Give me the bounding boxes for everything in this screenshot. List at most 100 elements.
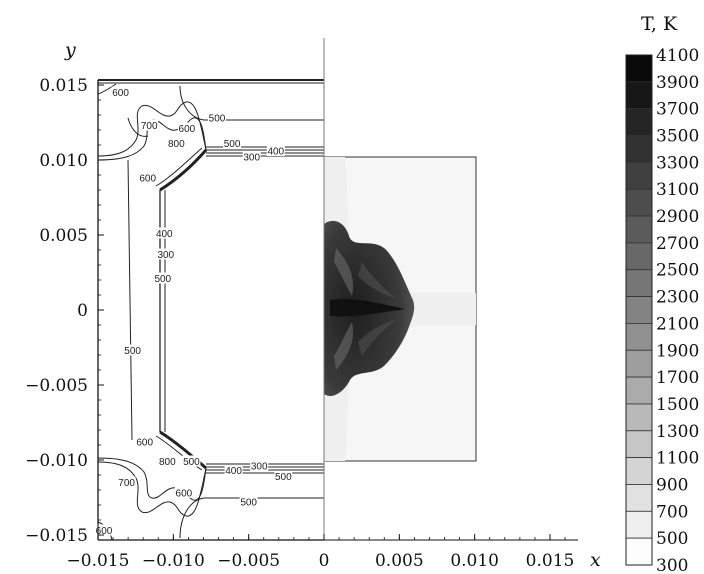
- colorbar-band: [625, 296, 653, 324]
- x-tick-label: 0.005: [375, 551, 424, 571]
- contour-label-bg: [250, 460, 269, 471]
- contour-label-bg: [153, 272, 172, 284]
- contour-label: 500: [183, 457, 200, 468]
- colorbar-label: 2100: [656, 314, 699, 334]
- contour-label: 500: [240, 498, 257, 509]
- y-tick-label: 0.015: [39, 76, 88, 96]
- colorbar-band: [625, 403, 653, 432]
- contour-label: 300: [157, 250, 174, 261]
- colorbar-label: 500: [656, 529, 688, 549]
- contour-label-bg: [239, 496, 258, 507]
- contour-label-bg: [123, 344, 142, 356]
- colorbar-label: 1500: [656, 395, 699, 415]
- y-tick-label: −0.015: [25, 526, 88, 546]
- contour-label-bg: [111, 86, 130, 98]
- hot-region-fold-lower: [334, 322, 354, 370]
- colorbar-label: 2700: [656, 234, 699, 254]
- contour-label: 600: [96, 526, 113, 537]
- colorbar-band: [625, 537, 653, 566]
- contour-label-bg: [156, 248, 175, 260]
- colorbar-label: 900: [656, 475, 688, 495]
- contour-label-bg: [242, 151, 261, 162]
- colorbar-band: [625, 188, 653, 217]
- y-ticks: 0.015 0.010 0.005 0 −0.005 −0.010 −0.015: [25, 76, 104, 546]
- colorbar-band: [625, 484, 653, 512]
- hot-region-fold-upper: [334, 248, 354, 296]
- x-tick-label: 0.010: [450, 551, 499, 571]
- contour-label: 700: [141, 121, 158, 132]
- contour-label-bg: [224, 464, 243, 476]
- contour-label: 500: [124, 346, 141, 357]
- colorbar-label: 2900: [656, 207, 699, 227]
- colorbar-band: [625, 54, 653, 83]
- y-tick-label: −0.010: [25, 451, 88, 471]
- hot-region-fold-mid-lower: [358, 320, 396, 356]
- colorbar-band: [625, 269, 653, 297]
- contour-label-bg: [223, 137, 242, 149]
- contour-label: 600: [179, 124, 196, 135]
- contour-label-bg: [95, 524, 114, 536]
- colorbar-label: 3100: [656, 180, 699, 200]
- colorbar-band: [625, 430, 653, 459]
- contour-label: 800: [159, 457, 176, 468]
- x-tick-label: 0: [319, 551, 330, 571]
- colorbar-label: 3500: [656, 127, 699, 147]
- y-tick-label: 0: [77, 301, 88, 321]
- colorbar-band: [625, 108, 653, 136]
- contour-label: 500: [154, 274, 171, 285]
- y-tick-label: −0.005: [25, 376, 88, 396]
- colorbar-frame: [625, 54, 653, 566]
- colorbar-label: 1700: [656, 368, 699, 388]
- colorbar: 4100 3900 3700 3500 3300 3100 2900 2700 2500 2300…: [625, 46, 699, 574]
- contour-label-bg: [117, 476, 136, 488]
- contour-label: 500: [275, 472, 292, 483]
- colorbar-band: [625, 81, 653, 110]
- contour-label-bg: [177, 122, 196, 134]
- colorbar-label: 1300: [656, 422, 699, 442]
- colorbar-label: 300: [656, 556, 688, 574]
- colorbar-band: [625, 161, 653, 190]
- colorbar-label: 1100: [656, 449, 699, 469]
- y-axis-label: y: [64, 39, 76, 61]
- colorbar-band: [625, 510, 653, 539]
- contour-label-bg: [155, 227, 174, 239]
- colorbar-title: T, K: [641, 13, 678, 35]
- contour-label-bg: [274, 470, 293, 482]
- contour-label-bg: [138, 172, 157, 183]
- y-tick-label: 0.010: [39, 151, 88, 171]
- colorbar-band: [625, 215, 653, 244]
- colorbar-label: 700: [656, 502, 688, 522]
- colorbar-label: 1900: [656, 341, 699, 361]
- x-tick-label: −0.015: [67, 551, 130, 571]
- colorbar-band: [625, 323, 653, 351]
- contour-label-bg: [135, 436, 154, 447]
- contour-label: 300: [243, 153, 260, 164]
- contour-label: 700: [118, 478, 135, 489]
- colorbar-band: [625, 242, 653, 271]
- colorbar-band: [625, 135, 653, 163]
- contour-label-bg: [182, 455, 201, 467]
- y-tick-label: 0.005: [39, 226, 88, 246]
- contour-label: 600: [139, 174, 156, 185]
- contour-label: 400: [225, 466, 242, 477]
- colorbar-label: 3900: [656, 73, 699, 93]
- contour-label: 500: [209, 114, 226, 125]
- colorbar-label: 3700: [656, 100, 699, 120]
- colorbar-band: [625, 457, 653, 485]
- colorbar-label: 4100: [656, 46, 699, 66]
- contour-label-bg: [167, 137, 186, 149]
- colorbar-label: 2300: [656, 288, 699, 308]
- contour-label: 500: [224, 139, 241, 150]
- x-tick-label: 0.015: [526, 551, 575, 571]
- contour-label: 600: [136, 438, 153, 449]
- contour-label-bg: [140, 119, 159, 131]
- contour-label-bg: [174, 487, 193, 498]
- colorbar-label: 2500: [656, 261, 699, 281]
- hot-region-fold-mid-upper: [358, 262, 396, 298]
- contour-label-bg: [266, 145, 285, 156]
- colorbar-band: [625, 376, 653, 405]
- x-tick-label: −0.005: [217, 551, 280, 571]
- contour-label: 800: [168, 139, 185, 150]
